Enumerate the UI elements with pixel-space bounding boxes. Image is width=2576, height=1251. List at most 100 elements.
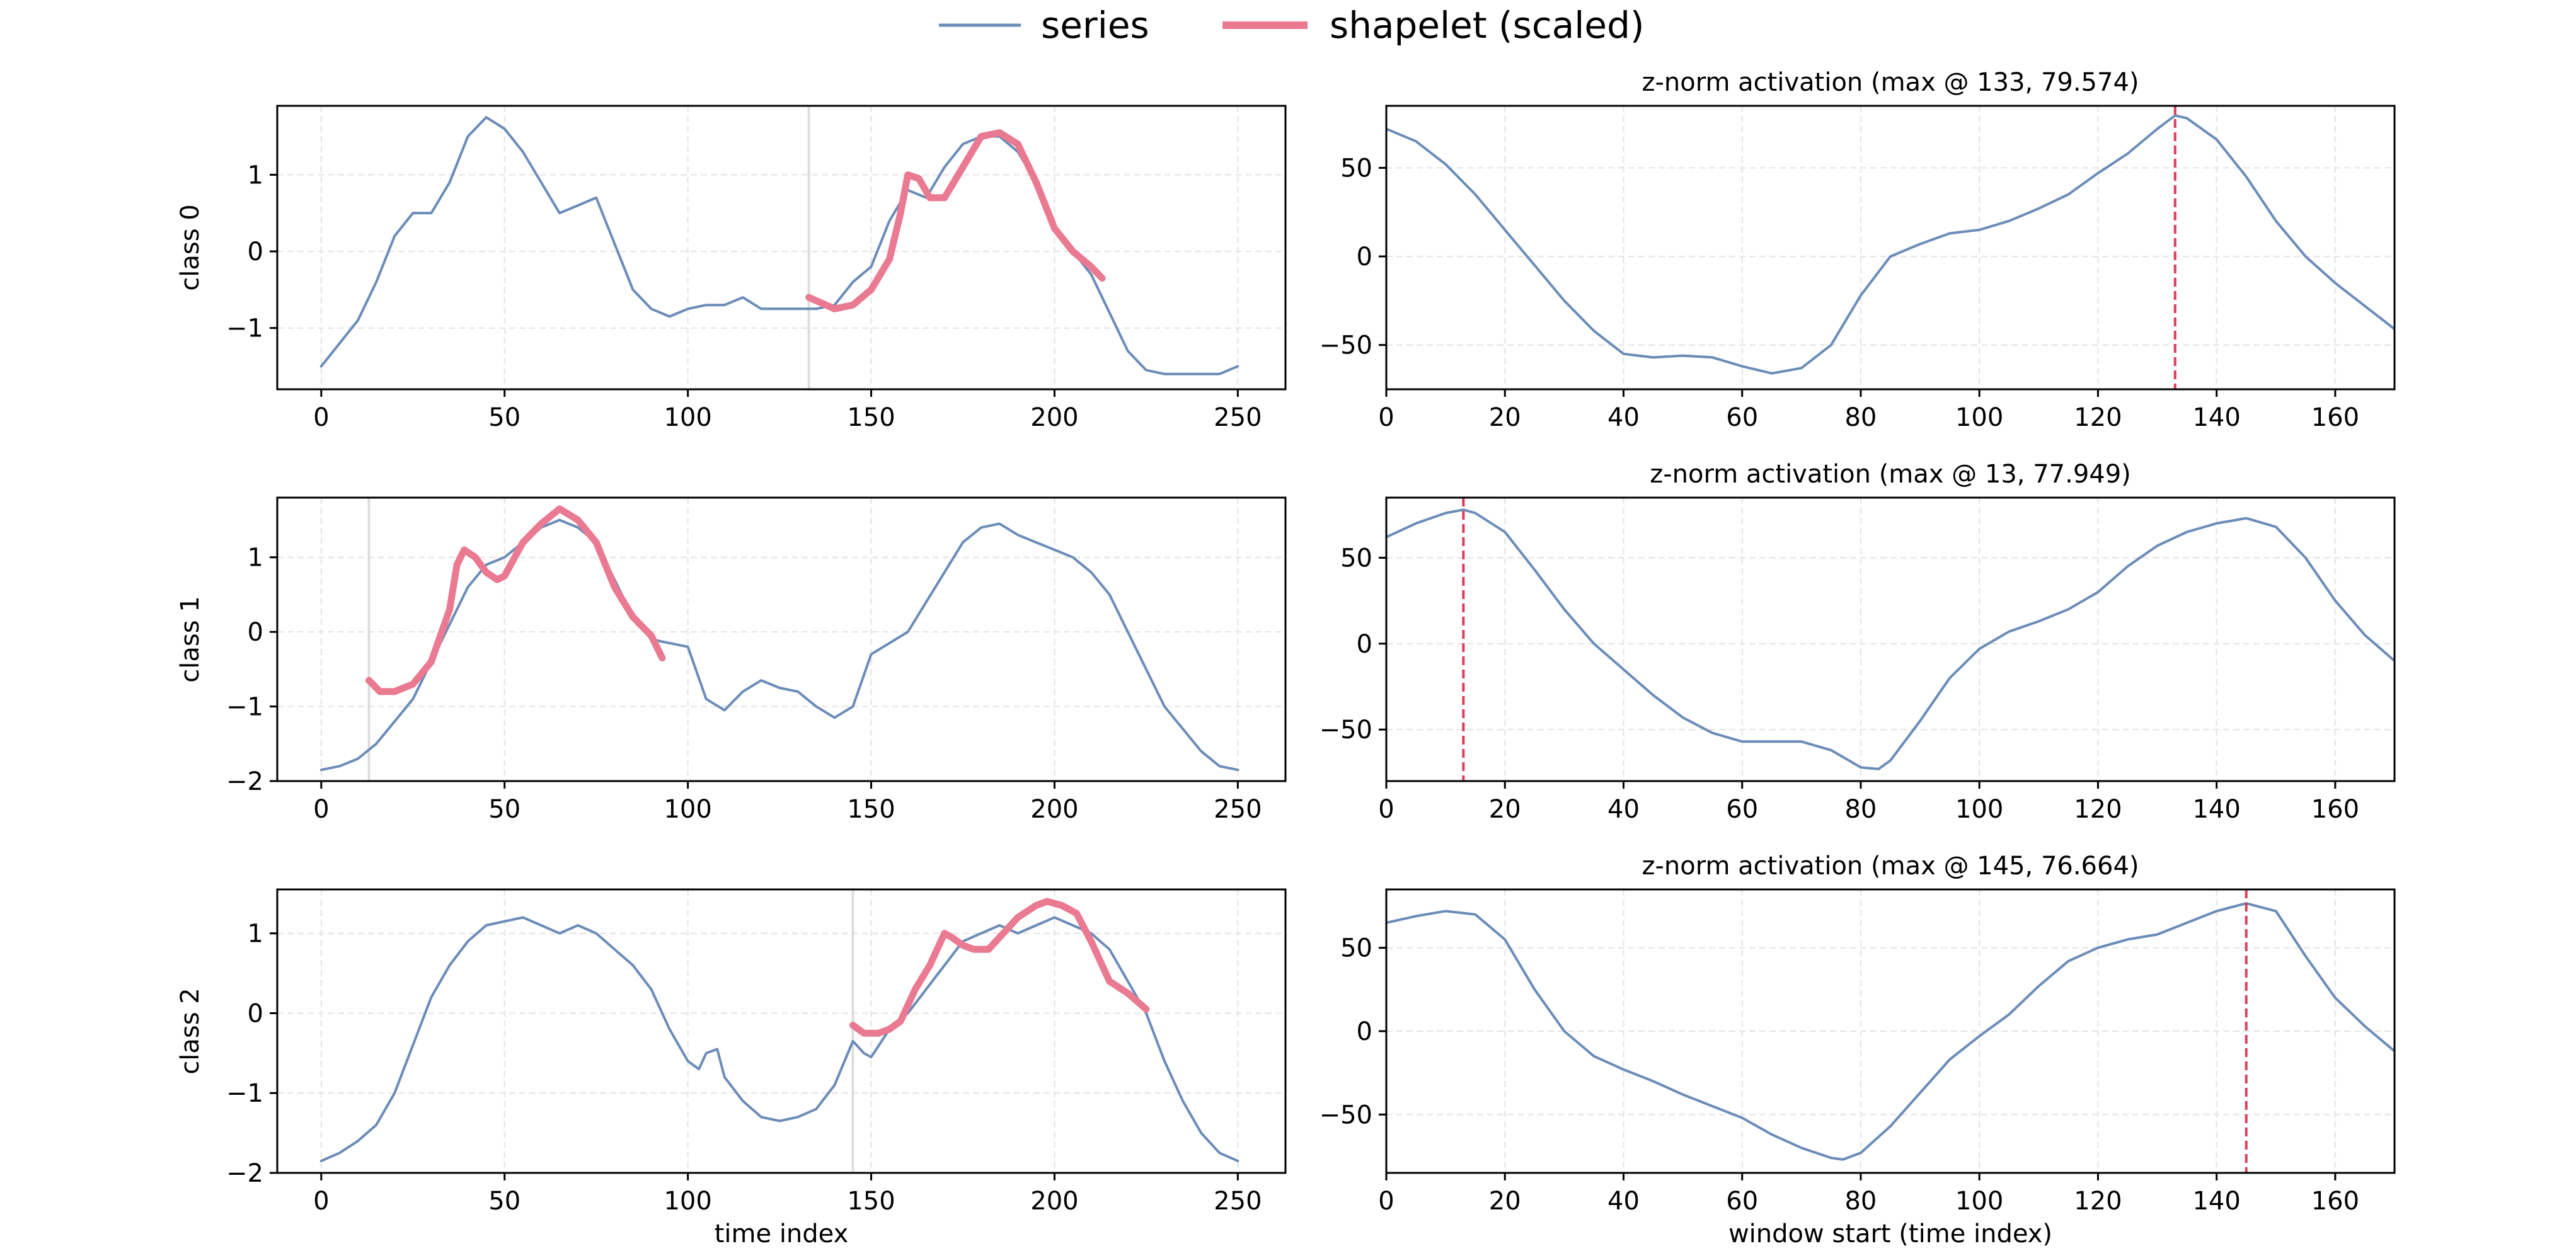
x-tick-label: 120 xyxy=(2074,795,2122,824)
y-axis-label: class 0 xyxy=(176,204,205,290)
axes-frame xyxy=(276,105,1287,391)
chart-activation-0: 0 20 40 60 80 100 120 140 160 −50 0 50 z-norm activa… xyxy=(1320,68,2396,432)
x-tick-label: 100 xyxy=(664,403,711,432)
panel-title: z-norm activation (max @ 133, 79.574) xyxy=(1642,68,2139,97)
axes-frame xyxy=(1385,496,2396,782)
y-tick-label: −2 xyxy=(226,1159,263,1188)
axes-frame xyxy=(1385,105,2396,391)
plot-area xyxy=(1386,889,2395,1173)
x-tick-label: 160 xyxy=(2311,403,2359,432)
panel-title: z-norm activation (max @ 145, 76.664) xyxy=(1642,852,2139,881)
x-tick-label: 0 xyxy=(1378,403,1394,432)
panel-title: z-norm activation (max @ 13, 77.949) xyxy=(1650,460,2131,489)
x-tick-label: 150 xyxy=(847,1187,895,1216)
y-tick-label: 0 xyxy=(1357,1017,1372,1046)
plot-area xyxy=(319,116,1239,375)
x-tick-label: 50 xyxy=(488,795,520,824)
x-tick-label: 20 xyxy=(1489,1187,1521,1216)
x-tick-label: 100 xyxy=(664,1187,711,1216)
plot-area xyxy=(1386,498,2395,781)
x-tick-label: 0 xyxy=(313,795,329,824)
x-tick-label: 100 xyxy=(1955,1187,2003,1216)
y-tick-label: 0 xyxy=(248,618,263,647)
y-tick-label: 50 xyxy=(1340,154,1372,183)
x-tick-label: 60 xyxy=(1726,795,1758,824)
activation-line xyxy=(1386,902,2395,1161)
series-line xyxy=(319,518,1239,772)
x-tick-label: 80 xyxy=(1844,1187,1877,1216)
x-tick-label: 250 xyxy=(1214,1187,1262,1216)
y-axis-label: class 1 xyxy=(176,596,205,682)
plot-area xyxy=(319,505,1239,772)
x-axis-label: window start (time index) xyxy=(1728,1220,2052,1248)
activation-line xyxy=(1386,114,2395,375)
x-tick-label: 150 xyxy=(847,403,895,432)
legend-shapelet-label: shapelet (scaled) xyxy=(1330,4,1645,47)
x-tick-label: 80 xyxy=(1844,403,1877,432)
shapelet-line xyxy=(849,898,1150,1037)
x-tick-label: 0 xyxy=(313,403,329,432)
x-tick-label: 200 xyxy=(1030,1187,1078,1216)
x-tick-label: 0 xyxy=(313,1187,329,1216)
x-tick-label: 50 xyxy=(488,1187,520,1216)
y-tick-label: −1 xyxy=(226,1079,263,1108)
x-tick-label: 20 xyxy=(1489,795,1521,824)
x-tick-label: 150 xyxy=(847,795,895,824)
shapelet-line xyxy=(805,129,1106,312)
x-tick-label: 140 xyxy=(2192,1187,2240,1216)
shapelet-line xyxy=(365,505,666,695)
chart-activation-2: 0 20 40 60 80 100 120 140 160 −50 0 50 z-norm activa… xyxy=(1320,852,2396,1248)
y-tick-label: 0 xyxy=(248,999,263,1028)
y-tick-label: 1 xyxy=(248,544,263,573)
y-tick-label: 0 xyxy=(1357,630,1372,659)
y-tick-label: −50 xyxy=(1320,331,1372,360)
x-tick-label: 100 xyxy=(664,795,711,824)
axes-frame xyxy=(276,888,1287,1174)
x-tick-label: 60 xyxy=(1726,1187,1758,1216)
y-tick-label: −50 xyxy=(1320,716,1372,745)
x-tick-label: 80 xyxy=(1844,795,1877,824)
y-tick-label: 0 xyxy=(1357,243,1372,271)
y-axis-label: class 2 xyxy=(176,988,205,1074)
y-tick-label: 50 xyxy=(1340,544,1372,573)
axes-frame xyxy=(276,496,1287,782)
x-axis-label: time index xyxy=(715,1220,849,1248)
series-line xyxy=(319,116,1239,375)
y-tick-label: 0 xyxy=(248,237,263,266)
x-tick-label: 250 xyxy=(1214,795,1262,824)
x-tick-label: 60 xyxy=(1726,403,1758,432)
legend-series-label: series xyxy=(1041,4,1149,47)
y-tick-label: −2 xyxy=(226,767,263,796)
series-line xyxy=(319,916,1239,1162)
x-tick-label: 0 xyxy=(1378,1187,1394,1216)
activation-line xyxy=(1386,508,2395,770)
x-tick-label: 140 xyxy=(2192,795,2240,824)
plot-area xyxy=(319,898,1239,1162)
legend: series shapelet (scaled) xyxy=(939,4,1645,47)
y-tick-label: −1 xyxy=(226,314,263,343)
x-tick-label: 200 xyxy=(1030,403,1078,432)
x-tick-label: 100 xyxy=(1955,795,2003,824)
x-tick-label: 200 xyxy=(1030,795,1078,824)
x-tick-label: 140 xyxy=(2192,403,2240,432)
x-tick-label: 40 xyxy=(1607,1187,1640,1216)
x-tick-label: 120 xyxy=(2074,403,2122,432)
y-tick-label: 50 xyxy=(1340,934,1372,963)
chart-series-1: 0 50 100 150 200 250 −2 −1 0 1 class 1 xyxy=(176,496,1287,824)
y-tick-label: 1 xyxy=(248,920,263,949)
x-tick-label: 50 xyxy=(488,403,520,432)
x-tick-label: 120 xyxy=(2074,1187,2122,1216)
x-tick-label: 160 xyxy=(2311,1187,2359,1216)
x-tick-label: 40 xyxy=(1607,403,1640,432)
plot-area xyxy=(1386,106,2395,389)
x-tick-label: 40 xyxy=(1607,795,1640,824)
chart-series-2: 0 50 100 150 200 250 −2 −1 0 1 class 2 time index xyxy=(176,888,1287,1248)
y-tick-label: −1 xyxy=(226,693,263,722)
x-tick-label: 160 xyxy=(2311,795,2359,824)
x-tick-label: 0 xyxy=(1378,795,1394,824)
chart-activation-1: 0 20 40 60 80 100 120 140 160 −50 0 50 z-norm activa… xyxy=(1320,460,2396,824)
chart-series-0: 0 50 100 150 200 250 −1 0 1 class 0 xyxy=(176,105,1287,432)
x-tick-label: 20 xyxy=(1489,403,1521,432)
